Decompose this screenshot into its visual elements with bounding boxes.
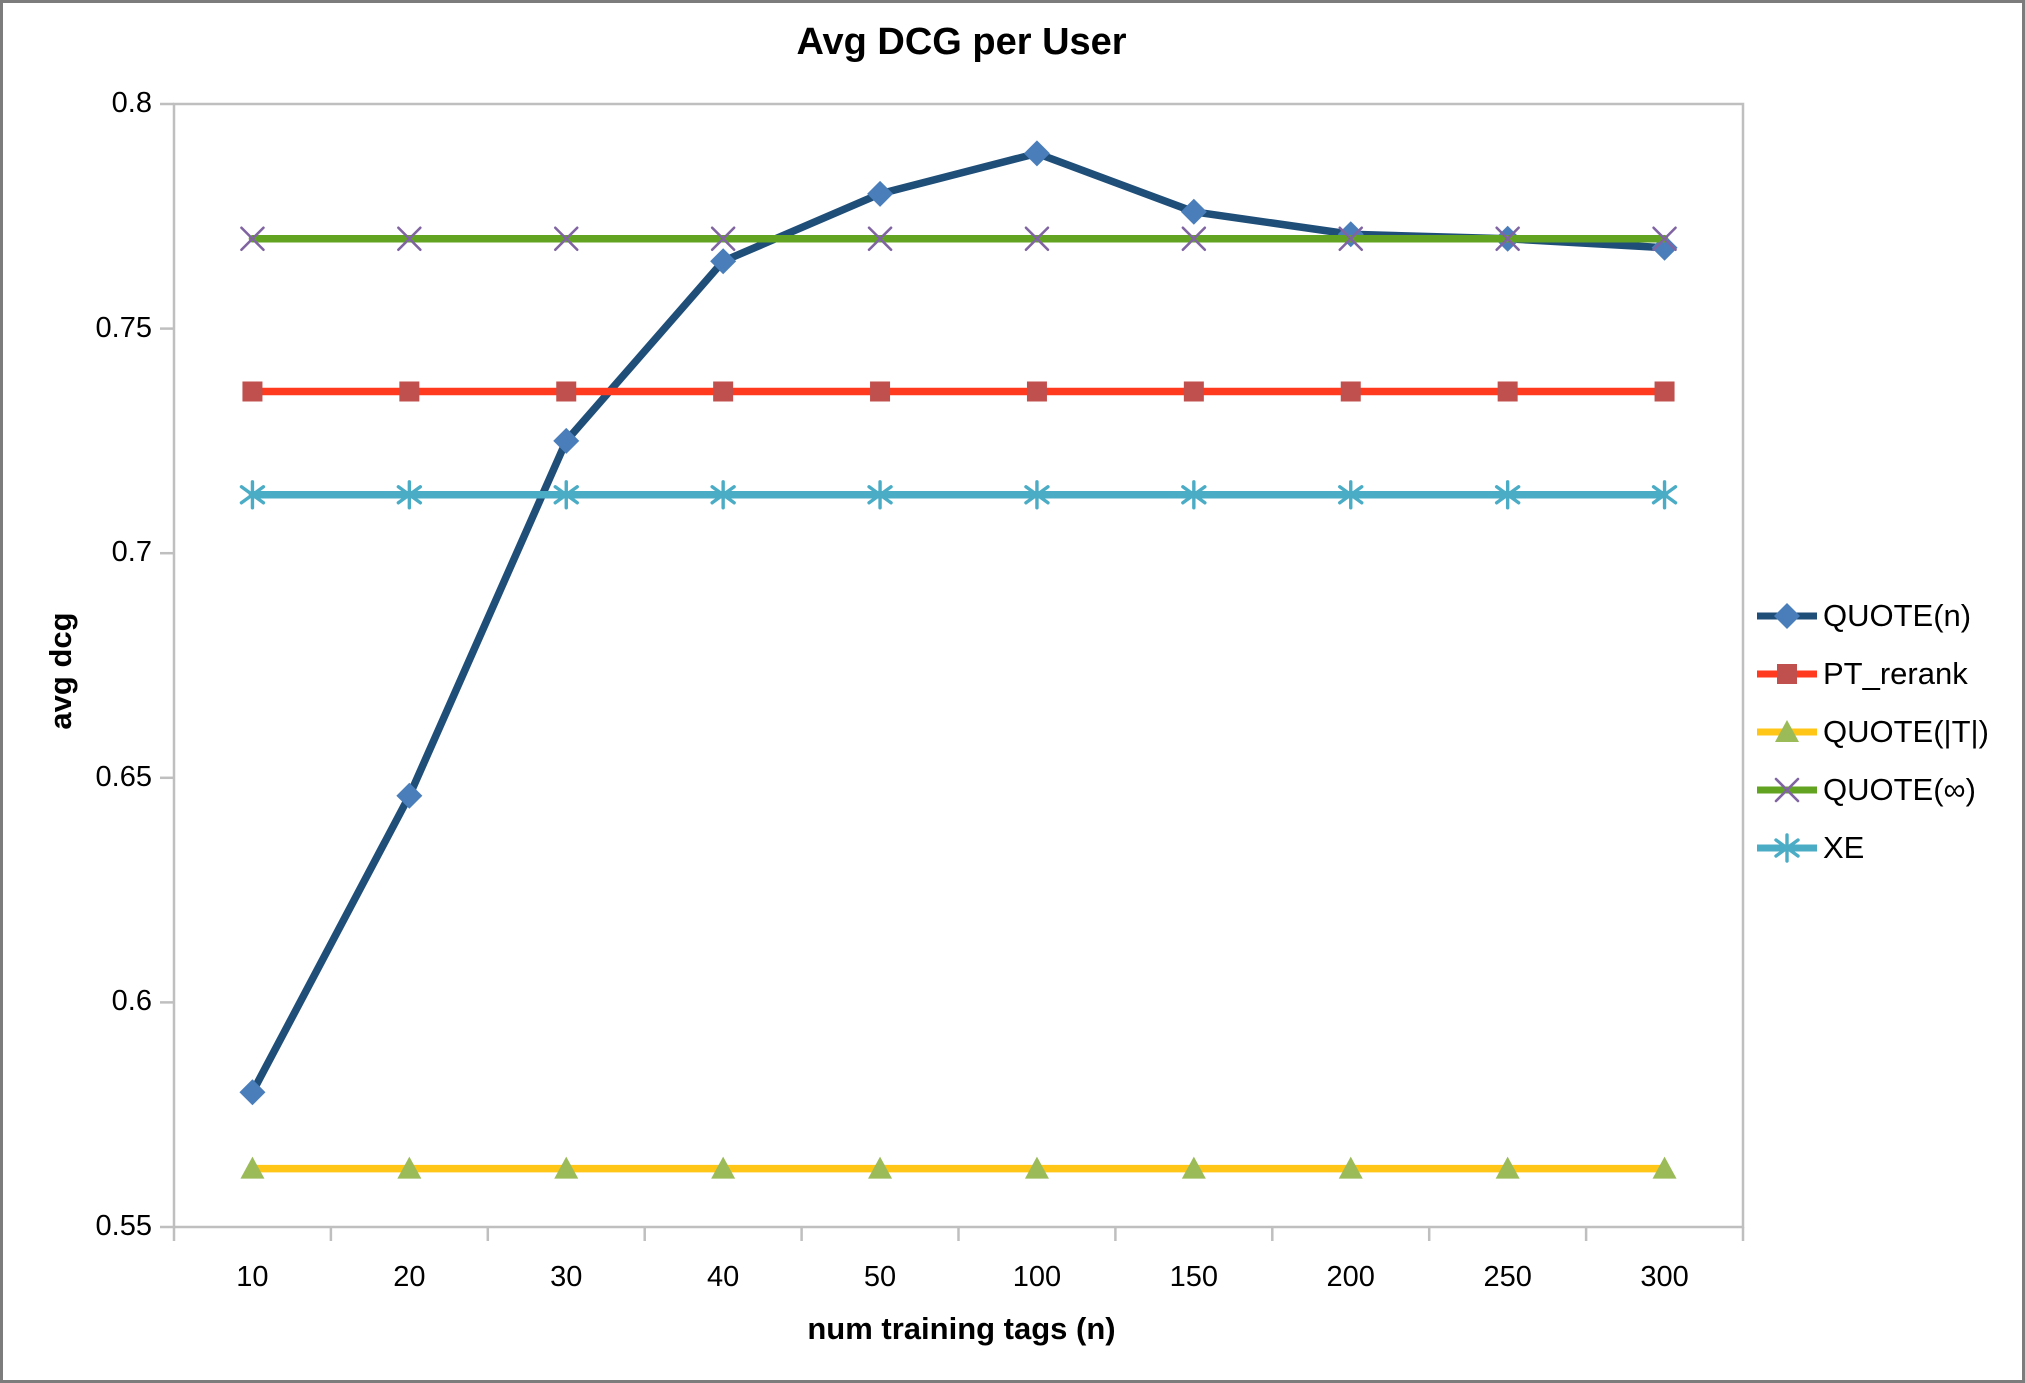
asterisk-marker-icon [553, 480, 579, 510]
triangle-marker-icon [1652, 1156, 1677, 1179]
square-marker-icon [556, 381, 577, 402]
y-tick-label: 0.6 [111, 985, 152, 1018]
y-tick-label: 0.65 [95, 760, 152, 793]
square-marker-icon [1497, 381, 1518, 402]
x-tick-label: 100 [1012, 1261, 1062, 1293]
triangle-marker-icon [1181, 1156, 1206, 1179]
square-marker-icon [1340, 381, 1361, 402]
legend-marker-icon [1757, 777, 1817, 803]
x-marker-icon [240, 226, 265, 252]
asterisk-marker-icon [1338, 480, 1364, 510]
asterisk-marker-icon [396, 480, 423, 510]
square-marker-icon [1654, 381, 1675, 402]
legend-item: PT_rerank [1755, 654, 1968, 694]
legend-label: XE [1823, 830, 1865, 865]
diamond-marker-icon [553, 427, 580, 454]
square-marker-icon [713, 381, 734, 402]
triangle-marker-icon [1338, 1156, 1363, 1179]
diamond-marker-icon [1180, 198, 1207, 225]
x-marker-icon [1495, 226, 1520, 252]
triangle-marker-icon [711, 1156, 736, 1179]
y-tick-label: 0.55 [95, 1210, 152, 1242]
x-marker-icon [710, 226, 736, 252]
plot-area [160, 102, 1745, 1241]
diamond-marker-icon [710, 248, 737, 275]
triangle-marker-icon [868, 1156, 893, 1179]
x-marker-icon [1652, 226, 1677, 252]
diamond-marker-icon [867, 180, 894, 207]
chart-title: Avg DCG per User [796, 21, 1127, 63]
asterisk-marker-icon [867, 480, 893, 510]
asterisk-marker-icon [1774, 833, 1800, 863]
square-marker-icon [1777, 664, 1797, 684]
x-axis-title: num training tags (n) [807, 1311, 1116, 1346]
legend-marker-icon [1757, 664, 1817, 684]
y-tick-label: 0.7 [111, 536, 152, 569]
plot-border [172, 102, 1745, 1229]
x-marker-icon [1181, 226, 1207, 252]
triangle-marker-icon [1024, 1156, 1049, 1179]
triangle-marker-icon [554, 1156, 579, 1179]
asterisk-marker-icon [1651, 480, 1678, 510]
legend-label: QUOTE(|T|) [1823, 714, 1989, 749]
asterisk-marker-icon [1024, 480, 1050, 510]
y-axis-title: avg dcg [43, 612, 78, 730]
square-marker-icon [870, 381, 891, 402]
x-marker-icon [867, 226, 893, 252]
x-marker-icon [397, 226, 422, 252]
legend-item: QUOTE(n) [1755, 596, 1971, 636]
legend-item: QUOTE(∞) [1755, 770, 1976, 810]
series-line [248, 149, 1669, 1096]
asterisk-marker-icon [1494, 480, 1521, 510]
diamond-marker-icon [396, 782, 423, 809]
x-marker-icon [1774, 777, 1800, 803]
diamond-marker-icon [1023, 140, 1050, 167]
diamond-marker-icon [239, 1079, 266, 1106]
triangle-marker-icon [1495, 1156, 1520, 1179]
square-marker-icon [399, 381, 420, 402]
square-marker-icon [242, 381, 263, 402]
square-marker-icon [1026, 381, 1047, 402]
triangle-marker-icon [397, 1156, 422, 1179]
diamond-marker-icon [1337, 221, 1364, 248]
x-marker-icon [553, 226, 579, 252]
x-tick-label: 10 [236, 1261, 269, 1293]
triangle-marker-icon [1775, 720, 1799, 742]
legend-item: QUOTE(|T|) [1755, 712, 1989, 752]
legend-label: QUOTE(n) [1823, 598, 1972, 633]
legend-label: PT_rerank [1823, 656, 1968, 691]
square-marker-icon [1183, 381, 1204, 402]
x-tick-label: 250 [1483, 1261, 1532, 1293]
legend-item: XE [1755, 828, 1864, 868]
legend-marker-icon [1757, 720, 1817, 742]
x-marker-icon [1024, 226, 1050, 252]
legend-marker-icon [1757, 603, 1817, 629]
x-tick-label: 150 [1169, 1261, 1219, 1293]
y-tick-label: 0.75 [95, 311, 152, 344]
x-marker-icon [1338, 226, 1364, 252]
asterisk-marker-icon [239, 480, 266, 510]
legend-marker-icon [1757, 833, 1817, 863]
x-tick-label: 40 [707, 1261, 740, 1293]
x-tick-label: 50 [863, 1261, 897, 1293]
x-tick-label: 300 [1640, 1261, 1689, 1293]
x-tick-label: 200 [1326, 1261, 1375, 1293]
legend-label: QUOTE(∞) [1823, 772, 1976, 807]
x-tick-label: 30 [550, 1261, 583, 1293]
asterisk-marker-icon [710, 480, 736, 510]
x-tick-label: 20 [393, 1261, 426, 1293]
diamond-marker-icon [1774, 603, 1800, 629]
y-tick-label: 0.8 [111, 87, 152, 119]
triangle-marker-icon [240, 1156, 265, 1179]
asterisk-marker-icon [1181, 480, 1207, 510]
